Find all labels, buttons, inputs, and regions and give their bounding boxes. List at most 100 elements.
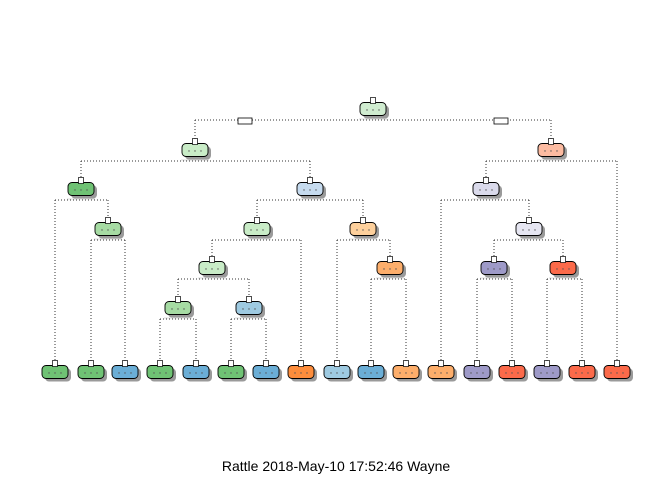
node-text-dot [315,189,317,191]
node-text-dot [96,372,98,374]
node-text-dot [256,229,258,231]
node-number-tab [228,360,234,367]
leaf-node-leaf9 [323,360,353,382]
node-number-tab [368,360,374,367]
leaf-node-leaf15 [533,360,563,382]
node-text-dot [476,372,478,374]
node-text-dot [446,372,448,374]
node-text-dot [194,150,196,152]
node-text-dot [556,268,558,270]
node-number-tab [52,360,58,367]
node-text-dot [587,372,589,374]
node-text-dot [356,229,358,231]
node-text-dot [60,372,62,374]
node-text-dot [434,372,436,374]
node-text-dot [74,189,76,191]
node-text-dot [505,372,507,374]
node-text-dot [493,268,495,270]
node-box [198,261,226,275]
leaf-node-leaf12 [427,360,457,382]
node-text-dot [487,268,489,270]
node-box [549,261,577,275]
node-text-dot [195,372,197,374]
node-text-dot [201,372,203,374]
node-box [323,365,351,379]
node-text-dot [80,189,82,191]
node-text-dot [300,372,302,374]
node-number-tab [614,360,620,367]
node-text-dot [183,308,185,310]
node-box [427,365,455,379]
tree-nodes [41,97,633,382]
root-split-left-label [237,117,253,125]
node-box [603,365,631,379]
node-text-dot [372,109,374,111]
node-text-dot [389,268,391,270]
node-number-tab [307,177,313,184]
node-text-dot [616,372,618,374]
node-number-tab [491,256,497,263]
node-text-dot [440,372,442,374]
node-box [111,365,139,379]
split-node-root [359,97,389,119]
node-text-dot [378,109,380,111]
node-text-dot [522,229,524,231]
leaf-node-leaf17 [603,360,633,382]
rattle-caption: Rattle 2018-May-10 17:52:46 Wayne [221,458,451,474]
node-text-dot [86,189,88,191]
root-split-right-label [493,117,509,125]
node-text-dot [364,372,366,374]
split-node-n11 [349,217,379,239]
node-text-dot [242,308,244,310]
leaf-node-leaf14 [498,360,528,382]
node-box [252,365,280,379]
node-number-tab [370,97,376,104]
node-number-tab [334,360,340,367]
node-text-dot [107,229,109,231]
node-number-tab [78,177,84,184]
node-box [181,143,209,157]
node-box [146,365,174,379]
node-text-dot [395,268,397,270]
node-text-dot [153,372,155,374]
node-text-dot [294,372,296,374]
node-text-dot [517,372,519,374]
node-box [235,301,263,315]
node-number-tab [526,217,532,224]
node-number-tab [560,256,566,263]
split-node-n13 [515,217,545,239]
node-text-dot [491,189,493,191]
node-text-dot [368,229,370,231]
node-text-dot [224,372,226,374]
node-text-dot [622,372,624,374]
node-number-tab [474,360,480,367]
node-number-tab [483,177,489,184]
node-text-dot [309,189,311,191]
node-text-dot [581,372,583,374]
node-text-dot [230,372,232,374]
node-text-dot [534,229,536,231]
node-number-tab [246,296,252,303]
node-number-tab [263,360,269,367]
node-text-dot [271,372,273,374]
node-text-dot [165,372,167,374]
node-number-tab [209,256,215,263]
node-text-dot [376,372,378,374]
node-text-dot [552,372,554,374]
node-text-dot [177,308,179,310]
node-box [67,182,95,196]
split-node-n2 [181,138,211,160]
node-text-dot [101,229,103,231]
split-node-n4 [67,177,97,199]
node-number-tab [544,360,550,367]
split-node-n26 [480,256,510,278]
node-text-dot [482,372,484,374]
node-number-tab [548,138,554,145]
node-text-dot [405,372,407,374]
node-number-tab [157,360,163,367]
node-text-dot [370,372,372,374]
node-text-dot [217,268,219,270]
node-number-tab [175,296,181,303]
node-box [296,182,324,196]
split-node-n5 [296,177,326,199]
